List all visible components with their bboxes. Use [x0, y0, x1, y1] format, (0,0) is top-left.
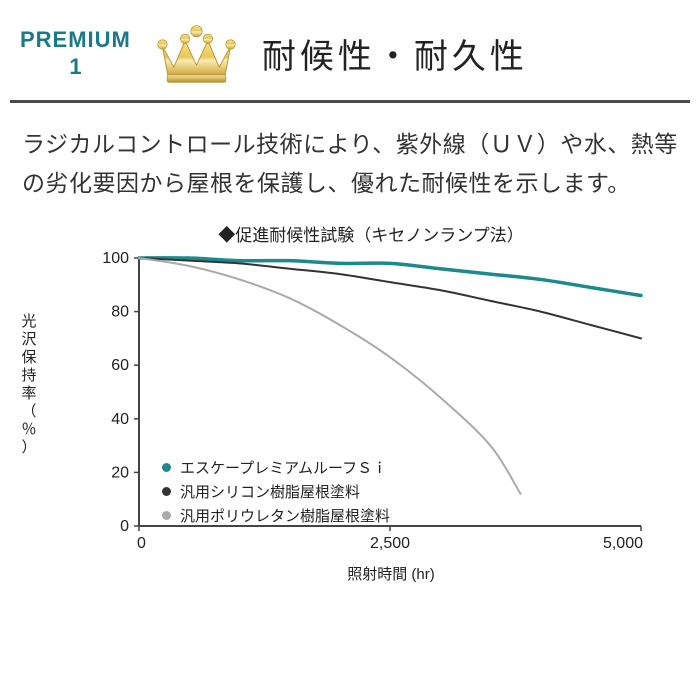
svg-text:2,500: 2,500 [370, 535, 410, 552]
chart-title: ◆促進耐候性試験（キセノンランプ法） [64, 221, 678, 246]
svg-text:100: 100 [102, 252, 129, 267]
legend-dot-icon [162, 487, 171, 496]
legend-label: 汎用シリコン樹脂屋根塗料 [180, 481, 360, 502]
legend-label: 汎用ポリウレタン樹脂屋根塗料 [180, 505, 390, 526]
legend-item: 汎用シリコン樹脂屋根塗料 [162, 481, 390, 502]
legend-label: エスケープレミアムルーフＳｉ [180, 457, 387, 478]
x-axis-label: 照射時間 (hr) [64, 563, 678, 584]
header-divider [10, 100, 690, 103]
page-title: 耐候性・耐久性 [262, 29, 528, 78]
legend-dot-icon [162, 511, 171, 520]
svg-text:0: 0 [120, 518, 129, 535]
premium-number: 1 [20, 54, 131, 79]
chart-legend: エスケープレミアムルーフＳｉ 汎用シリコン樹脂屋根塗料汎用ポリウレタン樹脂屋根塗料 [162, 457, 390, 529]
svg-text:40: 40 [111, 411, 129, 428]
premium-badge: PREMIUM 1 [20, 27, 131, 80]
legend-item: エスケープレミアムルーフＳｉ [162, 457, 390, 478]
svg-text:20: 20 [111, 465, 129, 482]
description-text: ラジカルコントロール技術により、紫外線（ＵＶ）や水、熱等の劣化要因から屋根を保護… [0, 125, 700, 221]
header: PREMIUM 1 耐候性・耐久性 [0, 0, 700, 96]
chart-container: ◆促進耐候性試験（キセノンランプ法） 光沢保持率（％） 0 20 40 60 80 100… [0, 221, 700, 584]
crown-icon [149, 18, 244, 88]
svg-text:60: 60 [111, 357, 129, 374]
svg-text:80: 80 [111, 304, 129, 321]
y-axis-label: 光沢保持率（％） [20, 313, 38, 457]
legend-item: 汎用ポリウレタン樹脂屋根塗料 [162, 505, 390, 526]
svg-text:0: 0 [137, 535, 146, 552]
svg-text:5,000: 5,000 [603, 535, 643, 552]
premium-label: PREMIUM [20, 27, 131, 52]
legend-dot-icon [162, 463, 171, 472]
